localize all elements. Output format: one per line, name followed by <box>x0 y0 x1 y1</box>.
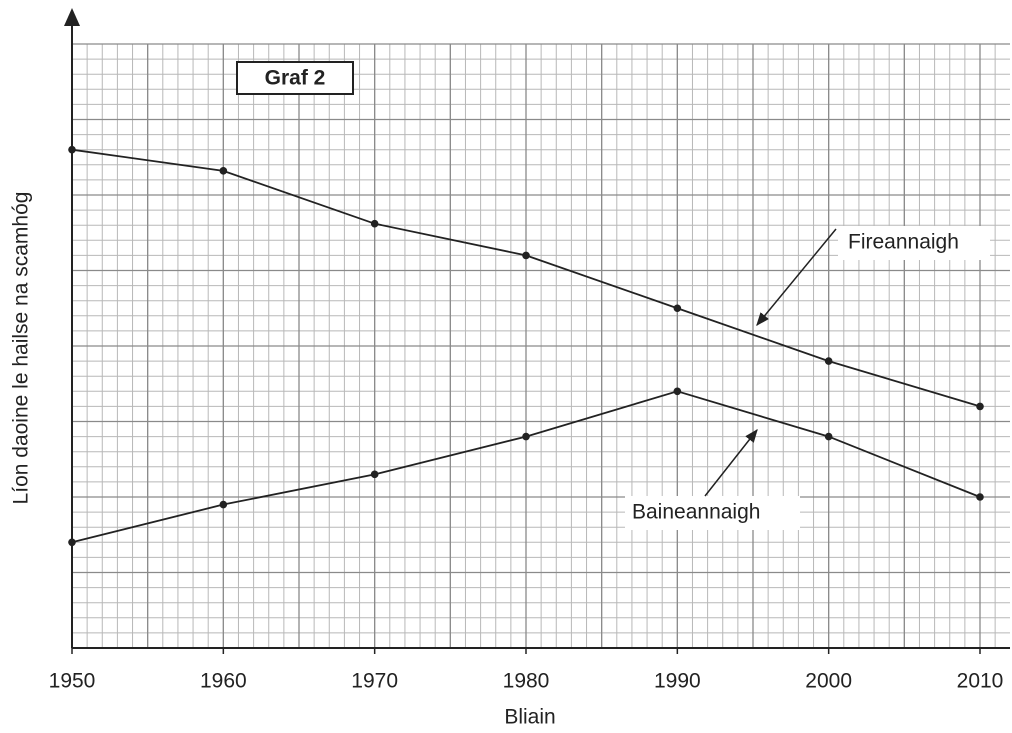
data-point <box>673 304 682 313</box>
x-tick-label: 2010 <box>957 670 1004 693</box>
series-annotation: Baineannaigh <box>632 501 760 524</box>
grid <box>71 43 1010 649</box>
x-tick-label: 1980 <box>503 670 550 693</box>
data-point <box>219 500 228 509</box>
data-point <box>370 219 379 228</box>
x-tick-label: 1970 <box>351 670 398 693</box>
plot <box>68 145 984 547</box>
data-point <box>522 251 530 260</box>
x-tick-label: 1950 <box>49 670 96 693</box>
annotation-bg <box>838 226 990 260</box>
title-box <box>236 61 354 95</box>
data-point <box>976 402 984 411</box>
data-point <box>522 432 530 441</box>
data-point <box>673 387 682 396</box>
y-axis-arrow <box>64 8 80 26</box>
data-point <box>976 493 984 501</box>
annotation-bg <box>625 496 800 530</box>
annotation-arrow <box>756 228 837 327</box>
x-tick-label: 1990 <box>654 670 701 693</box>
annotation-arrow <box>704 428 758 497</box>
y-axis-label: Líon daoine le hailse na scamhóg <box>10 192 33 505</box>
chart-title: Graf 2 <box>265 67 326 90</box>
data-point <box>824 357 833 365</box>
x-axis-label: Bliain <box>504 706 555 729</box>
data-point <box>370 470 379 479</box>
data-point <box>219 167 228 175</box>
x-tick-label: 1960 <box>200 670 247 693</box>
series-annotation: Fireannaigh <box>848 231 959 254</box>
x-tick-label: 2000 <box>805 670 852 693</box>
data-point <box>824 432 833 441</box>
